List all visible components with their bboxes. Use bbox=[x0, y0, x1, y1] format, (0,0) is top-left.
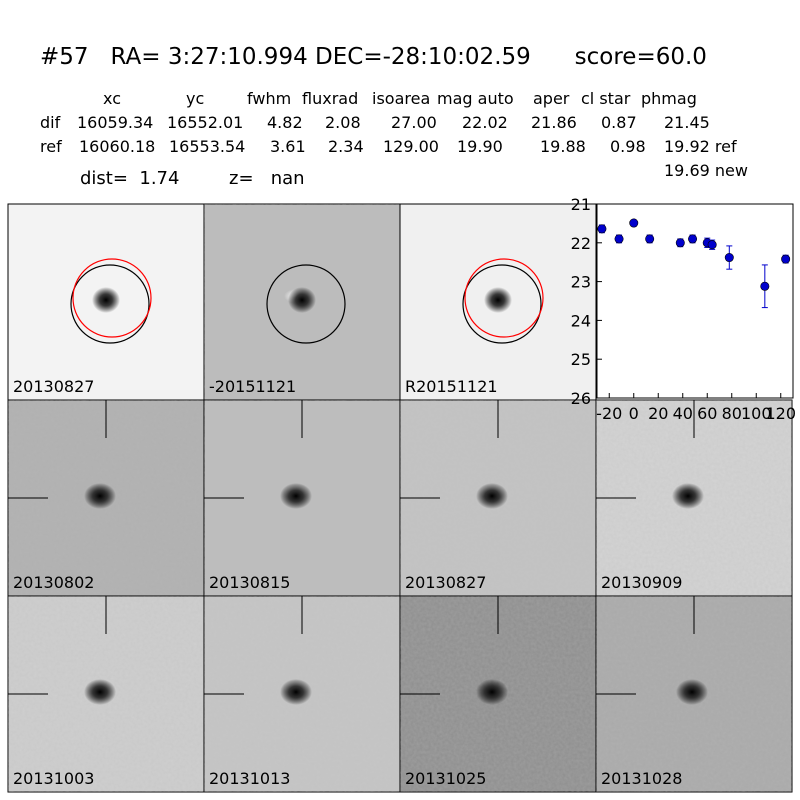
column-header: isoarea bbox=[372, 89, 430, 108]
source bbox=[84, 679, 116, 705]
y-tick-label: 26 bbox=[571, 389, 591, 408]
x-tick-label: -20 bbox=[596, 404, 622, 423]
table-cell: ref bbox=[40, 137, 62, 156]
table-cell: 19.88 bbox=[540, 137, 586, 156]
source bbox=[84, 483, 116, 509]
table-cell: 2.08 bbox=[325, 113, 361, 132]
stamp-label: 20130802 bbox=[13, 573, 94, 592]
column-header: fluxrad bbox=[302, 89, 358, 108]
table-cell: 3.61 bbox=[270, 137, 306, 156]
source bbox=[288, 287, 316, 313]
point bbox=[707, 240, 717, 250]
source bbox=[476, 679, 508, 705]
column-header: mag auto bbox=[437, 89, 514, 108]
source bbox=[280, 483, 312, 509]
table-cell: dif bbox=[40, 113, 61, 132]
stamp-label: R20151121 bbox=[405, 377, 498, 396]
z-value: z= nan bbox=[229, 168, 305, 189]
y-tick-label: 24 bbox=[571, 311, 591, 330]
table-cell: 2.34 bbox=[328, 137, 364, 156]
table-cell: 27.00 bbox=[391, 113, 437, 132]
aperture-ref bbox=[72, 258, 152, 338]
table-cell: 4.82 bbox=[267, 113, 303, 132]
point bbox=[688, 234, 698, 244]
table-cell: 21.86 bbox=[531, 113, 577, 132]
title: #57 RA= 3:27:10.994 DEC=-28:10:02.59 sco… bbox=[40, 44, 707, 70]
stamp-label: 20130827 bbox=[405, 573, 486, 592]
point bbox=[781, 254, 791, 264]
stamp-label: 20130909 bbox=[601, 573, 682, 592]
column-header: aper bbox=[533, 89, 570, 108]
table-cell: 16553.54 bbox=[169, 137, 245, 156]
source bbox=[280, 679, 312, 705]
point bbox=[760, 281, 770, 291]
stamp-label: 20130815 bbox=[209, 573, 290, 592]
stamp-label: 20130827 bbox=[13, 377, 94, 396]
source bbox=[676, 679, 708, 705]
source bbox=[484, 287, 512, 313]
aperture bbox=[266, 264, 346, 344]
point bbox=[724, 253, 734, 263]
table-cell: 129.00 bbox=[383, 137, 439, 156]
x-tick-label: 60 bbox=[697, 404, 717, 423]
y-tick-label: 22 bbox=[571, 234, 591, 253]
source bbox=[92, 287, 120, 313]
point bbox=[614, 234, 624, 244]
source bbox=[672, 483, 704, 509]
column-header: cl star bbox=[581, 89, 631, 108]
x-tick-label: 120 bbox=[765, 404, 796, 423]
table-cell: 21.45 bbox=[664, 113, 710, 132]
x-tick-label: 40 bbox=[673, 404, 693, 423]
table-cell: 16060.18 bbox=[79, 137, 155, 156]
stamp-label: -20151121 bbox=[209, 377, 296, 396]
table-cell: 22.02 bbox=[462, 113, 508, 132]
column-header: yc bbox=[186, 89, 204, 108]
column-header: xc bbox=[103, 89, 121, 108]
column-header: fwhm bbox=[247, 89, 291, 108]
y-tick-label: 23 bbox=[571, 273, 591, 292]
new-mag: 19.69 new bbox=[664, 161, 748, 180]
table-cell: 0.98 bbox=[610, 137, 646, 156]
dist: dist= 1.74 bbox=[80, 168, 179, 189]
plot-area bbox=[596, 203, 794, 399]
aperture bbox=[70, 264, 150, 344]
x-tick-label: 100 bbox=[741, 404, 772, 423]
x-tick-label: 20 bbox=[648, 404, 668, 423]
source bbox=[476, 483, 508, 509]
table-cell: 19.92 ref bbox=[664, 137, 737, 156]
point bbox=[645, 234, 655, 244]
table-cell: 0.87 bbox=[601, 113, 637, 132]
stamp-label: 20131013 bbox=[209, 769, 290, 788]
stamp-label: 20131028 bbox=[601, 769, 682, 788]
table-cell: 16552.01 bbox=[167, 113, 243, 132]
point bbox=[629, 218, 639, 228]
aperture bbox=[462, 264, 542, 344]
stamp-label: 20131025 bbox=[405, 769, 486, 788]
stamp-label: 20131003 bbox=[13, 769, 94, 788]
table-cell: 19.90 bbox=[457, 137, 503, 156]
x-tick-label: 80 bbox=[722, 404, 742, 423]
point bbox=[597, 224, 607, 234]
y-tick-label: 21 bbox=[571, 195, 591, 214]
x-tick-label: 0 bbox=[629, 404, 639, 423]
point bbox=[675, 238, 685, 248]
column-header: phmag bbox=[641, 89, 697, 108]
table-cell: 16059.34 bbox=[77, 113, 153, 132]
y-tick-label: 25 bbox=[571, 350, 591, 369]
aperture-ref bbox=[464, 258, 544, 338]
